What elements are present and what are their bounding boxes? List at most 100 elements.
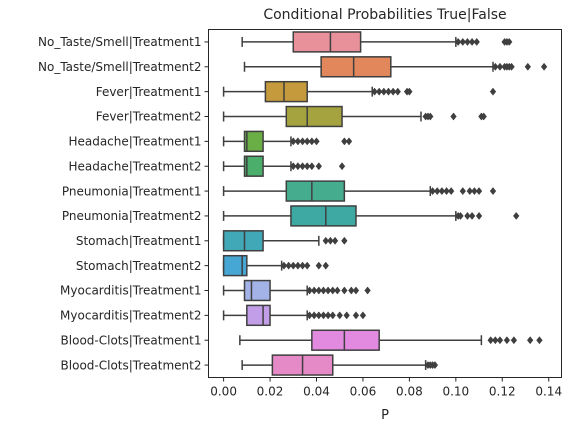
outlier-point: [348, 286, 355, 295]
outlier-point: [352, 311, 360, 320]
outlier-point: [375, 87, 383, 96]
box-iqr: [243, 155, 264, 177]
box-iqr: [285, 180, 346, 202]
box-iqr: [264, 80, 308, 103]
outlier-point: [280, 261, 288, 270]
outlier-point: [364, 286, 371, 295]
outlier-point: [489, 87, 497, 96]
box-group: [222, 180, 497, 202]
outlier-point: [322, 236, 329, 245]
box-iqr: [311, 329, 380, 351]
outlier-point: [438, 187, 446, 196]
outlier-point: [503, 336, 511, 345]
outlier-point: [371, 87, 378, 96]
outlier-point: [341, 286, 348, 295]
outlier-point: [306, 286, 313, 295]
outlier-point: [459, 187, 466, 196]
outlier-point: [526, 336, 534, 345]
outlier-point: [464, 211, 471, 220]
category-label: Myocarditis|Treatment2: [60, 309, 201, 323]
outlier-point: [394, 87, 401, 96]
category-label: No_Taste/Smell|Treatment2: [38, 60, 202, 74]
x-axis: 0.00 0.02 0.04 0.06 0.08 0.10 0.12 0.14: [210, 377, 562, 399]
outlier-point: [385, 87, 392, 96]
outlier-point: [492, 62, 499, 71]
box-iqr: [320, 56, 392, 78]
outlier-point: [304, 162, 311, 171]
outlier-point: [315, 162, 323, 171]
x-tick-label: 0.00: [210, 385, 237, 399]
box-group: [239, 329, 543, 351]
outlier-point: [327, 236, 334, 245]
outlier-point: [510, 336, 518, 345]
outlier-point: [434, 187, 441, 196]
box-group: [222, 130, 353, 153]
box-group: [222, 105, 487, 128]
outlier-point: [431, 361, 439, 370]
category-label: Headache|Treatment2: [68, 159, 201, 173]
outlier-point: [352, 286, 360, 295]
outlier-point: [324, 286, 332, 295]
outlier-point: [299, 137, 306, 146]
outlier-point: [429, 187, 436, 196]
outlier-point: [290, 137, 297, 146]
outlier-point: [290, 261, 297, 270]
outlier-point: [313, 137, 320, 146]
category-label: Blood-Clots|Treatment1: [61, 333, 202, 347]
outlier-point: [329, 311, 336, 320]
outlier-point: [294, 261, 302, 270]
chart-title: Conditional Probabilities True|False: [263, 7, 506, 23]
outlier-point: [306, 311, 313, 320]
category-label: Headache|Treatment1: [68, 135, 201, 149]
outlier-point: [315, 261, 323, 270]
box-iqr: [246, 304, 271, 327]
x-tick-label: 0.06: [350, 385, 377, 399]
outlier-point: [454, 37, 462, 46]
box-group: [222, 230, 348, 252]
outlier-point: [324, 311, 332, 320]
outlier-point: [466, 187, 473, 196]
category-label: Myocarditis|Treatment1: [60, 284, 201, 298]
outlier-point: [475, 211, 483, 220]
x-tick-label: 0.14: [535, 385, 562, 399]
outlier-point: [299, 162, 306, 171]
outlier-point: [540, 62, 548, 71]
x-tick-label: 0.12: [489, 385, 516, 399]
outlier-point: [290, 162, 297, 171]
outlier-point: [459, 37, 466, 46]
outlier-point: [536, 336, 543, 345]
box-iqr: [243, 130, 264, 153]
outlier-point: [487, 336, 494, 345]
outlier-point: [308, 162, 316, 171]
outlier-point: [427, 112, 434, 121]
x-tick-label: 0.04: [303, 385, 330, 399]
outlier-point: [310, 286, 318, 295]
outlier-point: [380, 87, 388, 96]
outlier-point: [508, 62, 515, 71]
outlier-point: [294, 137, 302, 146]
category-labels: No_Taste/Smell|Treatment1 No_Taste/Smell|…: [38, 35, 209, 372]
box-iqr: [285, 105, 343, 128]
boxes-layer: [222, 31, 548, 376]
category-label: Pneumonia|Treatment1: [62, 184, 202, 198]
outlier-point: [513, 211, 520, 220]
box-group: [222, 279, 371, 302]
outlier-point: [308, 137, 316, 146]
outlier-point: [447, 187, 455, 196]
category-label: Stomach|Treatment2: [76, 259, 202, 273]
outlier-point: [496, 62, 504, 71]
outlier-point: [315, 311, 323, 320]
outlier-point: [471, 187, 478, 196]
outlier-point: [389, 87, 397, 96]
box-group: [222, 80, 497, 103]
box-group: [241, 354, 439, 376]
outlier-point: [496, 336, 504, 345]
outlier-point: [450, 112, 457, 121]
outlier-point: [304, 261, 311, 270]
outlier-point: [329, 286, 336, 295]
outlier-point: [406, 87, 413, 96]
category-label: Pneumonia|Treatment2: [62, 209, 202, 223]
outlier-point: [299, 261, 306, 270]
outlier-point: [345, 137, 353, 146]
outlier-point: [336, 311, 343, 320]
